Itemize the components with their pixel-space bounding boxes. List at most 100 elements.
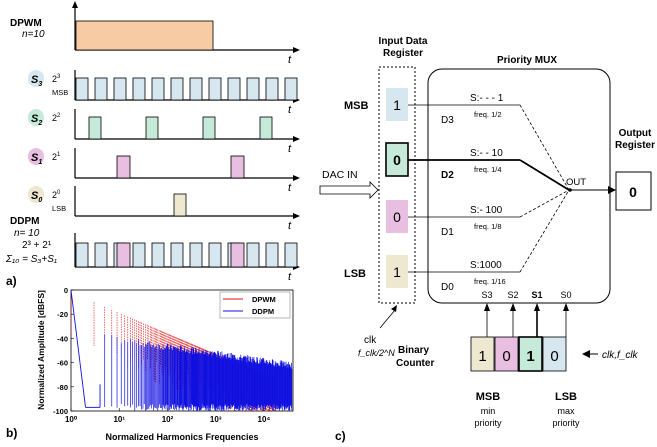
bit-pulse [75, 77, 89, 101]
bit-name: S3 [31, 74, 42, 88]
arrow-icon [293, 47, 300, 53]
select-label: S2 [507, 290, 518, 300]
ddpm-sum: 2³ + 2¹ [22, 240, 52, 251]
input-register-value: 0 [393, 209, 401, 225]
bit-weight: 20 [52, 190, 61, 200]
counter-cell [494, 336, 519, 372]
bit-weight: 22 [52, 113, 61, 123]
arrow-icon [484, 303, 490, 311]
panel-b-label: b) [6, 426, 17, 440]
x-tick-label: 10³ [210, 415, 222, 424]
mux-freq-label: freq. 1/2 [474, 110, 502, 119]
time-label: t [288, 143, 292, 155]
counter-lsb-sub2: priority [552, 418, 580, 428]
ddpm-pulse [75, 242, 89, 268]
clk-left-freq: f_clk/2^N [358, 348, 395, 358]
binary-counter: 1 S3 0 S2 1 S1 0 S0 [470, 290, 572, 372]
arrow-icon [293, 136, 300, 142]
y-tick-label: -20 [57, 310, 68, 319]
ddpm-title: DDPM [10, 216, 39, 227]
clk-right-label: clk,f_clk [602, 350, 639, 361]
input-register-title: Input Data [379, 36, 428, 47]
priority-mux-frame [427, 68, 611, 304]
x-tick-label: 10⁴ [258, 415, 271, 424]
mux-data-label: D0 [441, 282, 454, 293]
panel-c-architecture: Input Data Register Priority MUX 1 S:- - … [319, 36, 655, 443]
out-label: OUT [566, 177, 586, 188]
bit-weight: 23 [52, 74, 61, 84]
output-register-title: Output [619, 128, 652, 139]
mux-path-line [519, 189, 570, 218]
output-register-value: 0 [629, 184, 637, 200]
ddpm-pulse [284, 242, 298, 268]
bit-pulse [230, 155, 245, 179]
counter-msb-sub1: min [481, 406, 496, 416]
arrow-icon [534, 303, 540, 311]
panel-c-label: c) [335, 429, 346, 443]
bit-pulse [227, 77, 241, 101]
time-label: t [288, 182, 292, 194]
bit-pulse [259, 116, 273, 140]
mux-select-label: S:- - 10 [470, 148, 503, 159]
dac-in-arrow-icon [319, 181, 379, 199]
x-tick-label: 10⁰ [65, 415, 78, 424]
legend-ddpm: DDPM [252, 307, 274, 316]
bit-pulse [88, 116, 102, 140]
output-register-cell [615, 171, 652, 211]
bit-badge [28, 186, 44, 203]
mux-data-label: D2 [441, 170, 454, 181]
ddpm-pulse [189, 242, 203, 268]
time-label: t [288, 271, 292, 283]
bit-pulse [94, 77, 108, 101]
legend: DPWM DDPM [219, 291, 291, 319]
legend-box [219, 291, 291, 319]
panel-a-label: a) [6, 274, 17, 288]
time-label: t [288, 220, 292, 232]
counter-lsb-sub1: max [557, 406, 575, 416]
y-axis-label: Normalized Amplitude [dBFS] [36, 290, 46, 410]
x-axis-label: Normalized Harmonics Frequencies [105, 432, 258, 442]
mux-path-line [519, 104, 570, 191]
bit-tag: LSB [52, 204, 66, 213]
arrow-icon [293, 213, 300, 219]
y-tick-label: -80 [57, 383, 68, 392]
mux-data-label: D1 [441, 227, 454, 238]
ddpm-pulse [170, 242, 184, 268]
input-register-title-2: Register [383, 48, 423, 59]
ddpm-pulse [116, 242, 131, 268]
counter-msb: MSB [476, 391, 501, 403]
arrow-icon [510, 303, 516, 311]
time-label: t [288, 54, 292, 66]
input-register-value: 0 [393, 152, 401, 168]
bit-pulse [145, 116, 159, 140]
counter-lsb: LSB [555, 391, 577, 403]
bit-pulse [246, 77, 260, 101]
mux-title: Priority MUX [497, 55, 557, 66]
bit-name: S2 [31, 113, 42, 127]
clk-left-label: clk [364, 335, 377, 346]
arrow-icon [391, 305, 397, 312]
bit-pulse [202, 116, 216, 140]
input-register-cell [386, 88, 408, 121]
x-tick-label: 10² [162, 415, 174, 424]
ddpm-pulse [151, 242, 165, 268]
y-tick-label: -100 [53, 407, 68, 416]
input-register-cell [386, 255, 408, 288]
y-tick-label: -60 [57, 359, 68, 368]
ddpm-sigma: Σ₁₀ = S₃+S₁ [5, 254, 57, 265]
mux-data-label: D3 [441, 115, 454, 126]
arrow-icon [582, 350, 590, 358]
ddpm-pulse [246, 242, 260, 268]
mux-select-label: S:- - - 1 [470, 93, 504, 104]
legend-dpwm: DPWM [252, 295, 276, 304]
mux-freq-label: freq. 1/8 [474, 222, 502, 231]
mux-freq-label: freq. 1/4 [474, 165, 502, 174]
mux-path-line [519, 159, 570, 191]
ddpm-row: t [74, 233, 300, 283]
counter-value: 1 [526, 348, 534, 365]
bit-rows: t S3 23 MSB t S2 22 t S1 21 t S0 20 LSB [28, 68, 300, 232]
select-label: S1 [531, 290, 542, 300]
